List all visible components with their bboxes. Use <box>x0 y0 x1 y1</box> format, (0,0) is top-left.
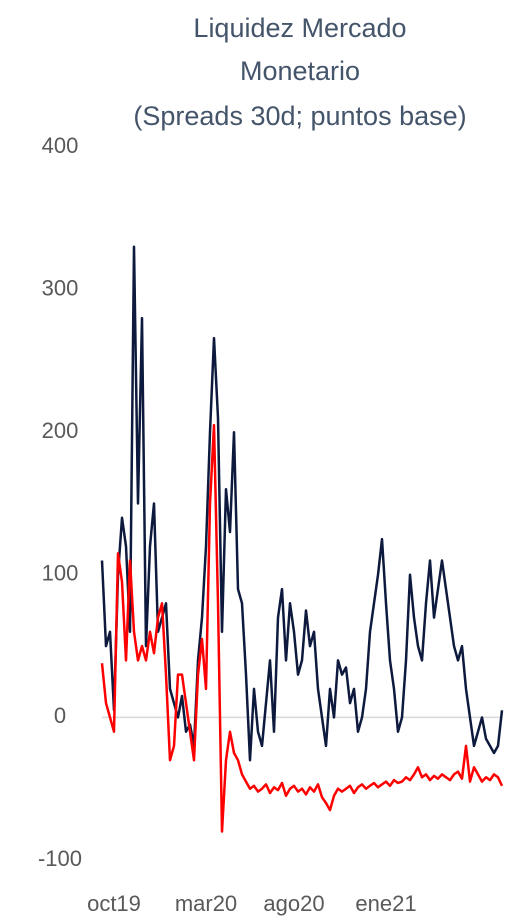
series-line <box>100 245 504 762</box>
y-tick-label: 300 <box>42 275 79 300</box>
x-tick-label: ene21 <box>355 891 416 916</box>
x-tick-label: ago20 <box>263 891 324 916</box>
chart-title: Monetario <box>240 56 360 86</box>
y-tick-label: 0 <box>54 703 66 728</box>
y-tick-label: -100 <box>38 846 82 871</box>
y-tick-label: 100 <box>42 561 79 586</box>
series-line <box>100 423 504 833</box>
chart-title: Liquidez Mercado <box>193 13 406 43</box>
y-tick-label: 200 <box>42 418 79 443</box>
chart-title: (Spreads 30d; puntos base) <box>133 101 466 131</box>
x-tick-label: oct19 <box>87 891 141 916</box>
y-tick-label: 400 <box>42 133 79 158</box>
x-tick-label: mar20 <box>175 891 237 916</box>
